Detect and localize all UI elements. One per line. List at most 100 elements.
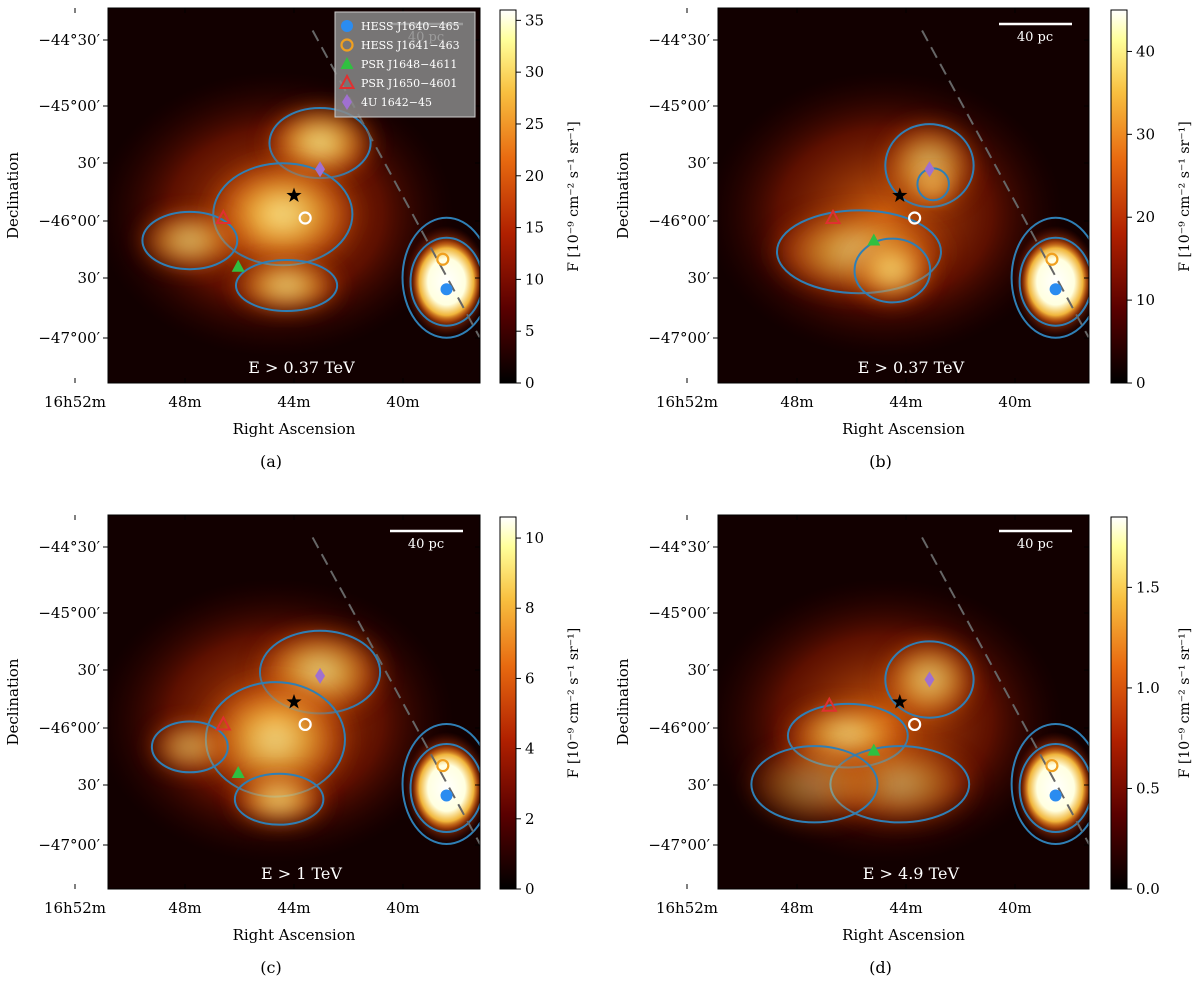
colorbar-tick-label: 10 — [525, 270, 544, 288]
legend-marker — [340, 38, 354, 52]
ra-tick-label: 40m — [386, 899, 419, 917]
ra-tick-label: 48m — [780, 899, 813, 917]
marker-filled-triangle — [867, 743, 881, 756]
colorbar-label: F [10⁻⁹ cm⁻² s⁻¹ sr⁻¹] — [566, 628, 582, 778]
emission-region — [914, 165, 952, 203]
marker-filled-circle — [440, 789, 453, 802]
dec-tick-label: −44°30′ — [38, 538, 100, 556]
ra-tick-label: 44m — [277, 393, 310, 411]
ra-tick-label: 48m — [168, 393, 201, 411]
dec-tick-label: 30′ — [78, 776, 101, 794]
dec-tick-label: 30′ — [688, 154, 711, 172]
dashed-line — [921, 536, 1089, 845]
star-marker — [892, 187, 908, 202]
bright-source — [412, 746, 480, 831]
colorbar-tick-label: 5 — [525, 322, 535, 340]
colorbar-tick-label: 1.0 — [1136, 679, 1160, 697]
dashed-line — [311, 536, 480, 845]
dec-tick-label: −46°00′ — [648, 719, 710, 737]
y-axis-label: Declination — [4, 152, 22, 239]
marker-open-circle — [436, 758, 450, 773]
contour-line — [1018, 236, 1089, 327]
colorbar-tick-label: 30 — [1136, 125, 1155, 143]
dec-tick-label: −45°00′ — [648, 604, 710, 622]
dec-tick-label: −47°00′ — [648, 329, 710, 347]
bright-source — [1021, 746, 1089, 831]
contour-line — [1018, 743, 1089, 834]
white-circle-marker — [298, 717, 312, 732]
colorbar-tick-label: 20 — [1136, 208, 1155, 226]
ra-tick-label: 44m — [889, 899, 922, 917]
dec-tick-label: −47°00′ — [38, 329, 100, 347]
dec-tick-label: 30′ — [78, 269, 101, 287]
dec-tick-label: −46°00′ — [38, 212, 100, 230]
marker-diamond — [315, 161, 326, 178]
marker-open-triangle — [824, 208, 842, 224]
y-axis-label: Declination — [614, 658, 632, 745]
dec-tick-label: 30′ — [688, 776, 711, 794]
emission-region — [740, 739, 889, 830]
dec-tick-label: −45°00′ — [38, 604, 100, 622]
colorbar-tick-label: 8 — [525, 599, 535, 617]
colorbar-tick-label: 1.5 — [1136, 578, 1160, 596]
colorbar-tick-label: 40 — [1136, 42, 1155, 60]
scale-bar-label: 40 pc — [408, 537, 444, 552]
marker-diamond — [924, 671, 935, 688]
dashed-line — [921, 30, 1089, 339]
contour-line — [853, 237, 932, 304]
colorbar-label: F [10⁻⁹ cm⁻² s⁻¹ sr⁻¹] — [1177, 628, 1193, 778]
panel-label: (a) — [260, 452, 282, 471]
emission-region — [227, 255, 347, 316]
colorbar-label: F [10⁻⁹ cm⁻² s⁻¹ sr⁻¹] — [566, 121, 582, 271]
dec-tick-label: 30′ — [78, 661, 101, 679]
dec-tick-label: 30′ — [688, 661, 711, 679]
scale-bar-label: 40 pc — [1017, 537, 1053, 552]
panel-a: 40 pcE > 0.37 TeV−44°30′−45°00′30′−46°00… — [4, 7, 582, 471]
dec-tick-label: −44°30′ — [648, 538, 710, 556]
contour-line — [750, 745, 879, 824]
contour-line — [409, 743, 480, 834]
marker-diamond — [924, 161, 935, 178]
axes-frame — [717, 7, 1090, 384]
dec-tick-label: −46°00′ — [648, 212, 710, 230]
colorbar-tick-label: 15 — [525, 219, 544, 237]
y-axis-label: Declination — [614, 152, 632, 239]
colorbar-tick-label: 30 — [525, 63, 544, 81]
contour-line — [401, 723, 480, 846]
legend-marker — [338, 73, 356, 89]
panel-label: (d) — [869, 958, 892, 977]
panel-b: 40 pc E > 0.37 TeV −44°30′ −45°00′ 30′ −46°00… — [614, 7, 1193, 471]
legend-marker — [341, 20, 353, 32]
colorbar-tick-label: 10 — [525, 529, 544, 547]
colorbar — [499, 516, 517, 890]
contour-line — [884, 640, 975, 719]
legend-entry-label: PSR J1648−4611 — [361, 58, 457, 71]
dec-tick-label: −45°00′ — [648, 97, 710, 115]
dec-tick-label: −44°30′ — [38, 31, 100, 49]
y-axis-label: Declination — [4, 658, 22, 745]
star-marker — [286, 694, 302, 709]
contour-line — [233, 772, 325, 826]
ra-tick-label: 44m — [277, 899, 310, 917]
colorbar-tick-label: 2 — [525, 810, 535, 828]
marker-open-triangle — [215, 208, 232, 224]
contour-line — [234, 259, 339, 312]
star-marker — [892, 694, 908, 709]
panel-label: (c) — [260, 958, 281, 977]
colorbar-tick-label: 0 — [525, 880, 535, 898]
dec-tick-label: −47°00′ — [38, 836, 100, 854]
marker-open-circle — [1045, 252, 1059, 266]
contour-line — [141, 210, 239, 271]
energy-label: E > 4.9 TeV — [863, 864, 960, 883]
contour-line — [150, 720, 229, 774]
marker-filled-triangle — [231, 766, 245, 779]
contour-line — [884, 123, 975, 208]
contour-line — [409, 236, 480, 327]
axes-frame — [717, 514, 1090, 890]
marker-diamond — [315, 667, 326, 684]
colorbar-tick-label: 25 — [525, 115, 544, 133]
marker-open-circle — [1045, 758, 1059, 773]
legend-marker — [342, 94, 352, 110]
colorbar-tick-label: 0.0 — [1136, 880, 1160, 898]
